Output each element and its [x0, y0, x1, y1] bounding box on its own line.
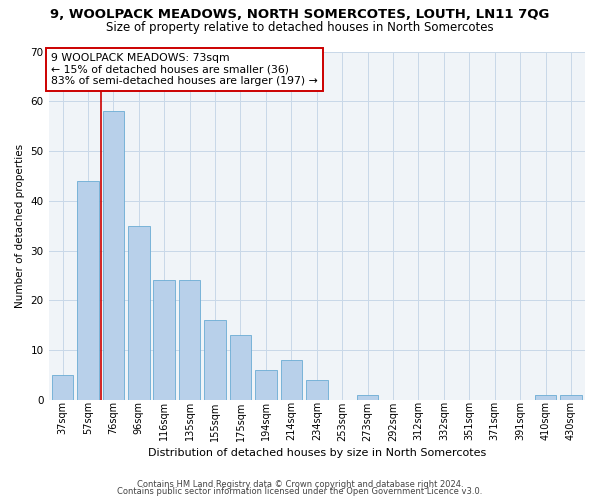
Bar	[560, 395, 582, 400]
Bar	[179, 280, 200, 400]
Y-axis label: Number of detached properties: Number of detached properties	[15, 144, 25, 308]
Bar	[255, 370, 277, 400]
Bar	[128, 226, 149, 400]
Text: 9, WOOLPACK MEADOWS, NORTH SOMERCOTES, LOUTH, LN11 7QG: 9, WOOLPACK MEADOWS, NORTH SOMERCOTES, L…	[50, 8, 550, 20]
Bar	[154, 280, 175, 400]
Text: 9 WOOLPACK MEADOWS: 73sqm
← 15% of detached houses are smaller (36)
83% of semi-: 9 WOOLPACK MEADOWS: 73sqm ← 15% of detac…	[51, 53, 318, 86]
Bar	[306, 380, 328, 400]
Bar	[357, 395, 379, 400]
Bar	[281, 360, 302, 400]
Text: Contains HM Land Registry data © Crown copyright and database right 2024.: Contains HM Land Registry data © Crown c…	[137, 480, 463, 489]
X-axis label: Distribution of detached houses by size in North Somercotes: Distribution of detached houses by size …	[148, 448, 486, 458]
Bar	[204, 320, 226, 400]
Text: Size of property relative to detached houses in North Somercotes: Size of property relative to detached ho…	[106, 21, 494, 34]
Bar	[77, 181, 99, 400]
Text: Contains public sector information licensed under the Open Government Licence v3: Contains public sector information licen…	[118, 487, 482, 496]
Bar	[230, 335, 251, 400]
Bar	[52, 375, 73, 400]
Bar	[103, 111, 124, 400]
Bar	[535, 395, 556, 400]
